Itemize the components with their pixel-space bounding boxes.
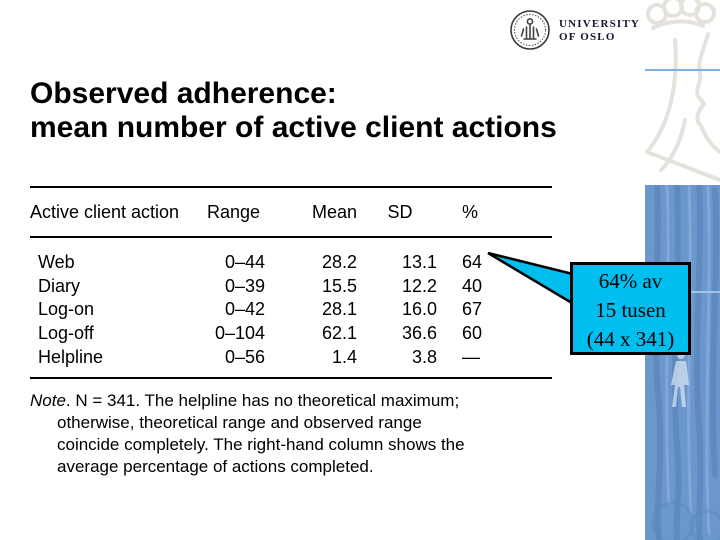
- table-rule-mid: [30, 236, 552, 238]
- note-label: Note: [30, 391, 66, 410]
- cell-sd: 13.1: [401, 252, 437, 272]
- statue-sketch: [645, 0, 720, 185]
- col-header-range: Range: [207, 201, 261, 222]
- cell-pct: 40: [462, 275, 483, 296]
- table-body: Web 0–44 28.2 13.1 64 Diary 0–39 15.5 12…: [30, 238, 552, 377]
- uio-logo: UNIVERSITY OF OSLO: [509, 9, 640, 51]
- callout-line2: 15 tusen: [595, 298, 666, 322]
- note-line4: average percentage of actions completed.: [57, 457, 374, 476]
- table-rule-bottom: [30, 377, 552, 380]
- table-note: Note. N = 341. The helpline has no theor…: [30, 390, 575, 478]
- callout-line1: 64% av: [598, 269, 663, 293]
- callout-line3: (44 x 341): [586, 327, 675, 351]
- title-line2: mean number of active client actions: [30, 111, 557, 144]
- note-line3: coincide completely. The right-hand colu…: [57, 435, 465, 454]
- col-header-sd: SD: [387, 201, 413, 222]
- cell-mean: 62.1: [321, 323, 357, 344]
- table-row: Helpline 0–56 1.4 3.8 —: [30, 346, 552, 370]
- cell-action: Helpline: [38, 346, 104, 367]
- cell-sd: 3.8: [411, 346, 437, 367]
- cell-pct: 60: [462, 323, 483, 344]
- note-line1-rest: . N = 341. The helpline has no theoretic…: [65, 391, 460, 410]
- cell-mean: 15.5: [321, 275, 357, 296]
- drapery-texture-icon: [651, 182, 720, 540]
- col-header-action: Active client action: [30, 201, 180, 222]
- cell-action: Diary: [38, 275, 81, 296]
- col-header-pct: %: [462, 201, 479, 222]
- page-title: Observed adherence: mean number of activ…: [30, 77, 557, 145]
- note-line1: Note. N = 341. The helpline has no theor…: [30, 390, 575, 412]
- cell-range: 0–44: [224, 252, 265, 272]
- table-row: Log-off 0–104 62.1 36.6 60: [30, 322, 552, 346]
- statue-head-icon: [645, 0, 720, 182]
- cell-mean: 1.4: [331, 346, 357, 367]
- col-header-mean: Mean: [311, 201, 357, 222]
- cell-range: 0–42: [224, 299, 265, 320]
- cell-action: Log-off: [38, 323, 94, 344]
- logo-text: UNIVERSITY OF OSLO: [559, 18, 640, 44]
- title-line1: Observed adherence:: [30, 77, 337, 110]
- cell-pct: 67: [462, 299, 483, 320]
- note-line2: otherwise, theoretical range and observe…: [57, 413, 422, 432]
- cell-sd: 16.0: [401, 299, 437, 320]
- callout-pointer-shape: [487, 251, 577, 308]
- table-row: Log-on 0–42 28.1 16.0 67: [30, 298, 552, 322]
- cell-range: 0–56: [224, 346, 265, 367]
- cell-action: Log-on: [38, 299, 95, 320]
- cell-action: Web: [38, 252, 75, 272]
- table-rule-top: [30, 186, 552, 188]
- callout-pointer-icon: [487, 251, 577, 308]
- uio-seal-icon: [510, 10, 550, 50]
- callout-box: 64% av 15 tusen (44 x 341): [570, 262, 691, 355]
- cell-range: 0–104: [214, 323, 265, 344]
- table-header-row: Active client action Range Mean SD %: [30, 188, 552, 236]
- cell-pct: —: [462, 346, 480, 367]
- cell-sd: 12.2: [401, 275, 437, 296]
- cell-mean: 28.2: [321, 252, 357, 272]
- cell-range: 0–39: [224, 275, 265, 296]
- divider-line: [645, 69, 720, 71]
- cell-pct: 64: [462, 252, 483, 272]
- cell-mean: 28.1: [321, 299, 357, 320]
- table-row: Web 0–44 28.2 13.1 64: [30, 251, 552, 275]
- artwork-band: [645, 182, 720, 540]
- table-row: Diary 0–39 15.5 12.2 40: [30, 275, 552, 299]
- logo-text-line2: OF OSLO: [559, 31, 616, 43]
- cell-sd: 36.6: [401, 323, 437, 344]
- adherence-table: Active client action Range Mean SD % Web…: [30, 186, 552, 380]
- logo-text-line1: UNIVERSITY: [559, 18, 641, 30]
